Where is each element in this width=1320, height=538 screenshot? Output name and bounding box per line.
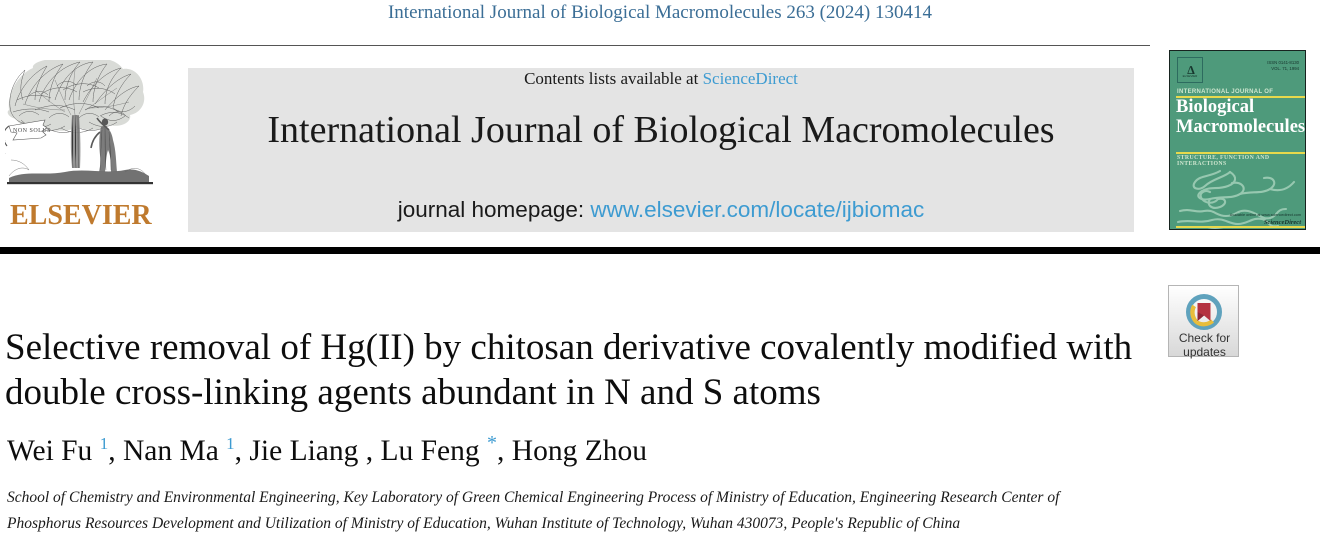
svg-text:NON SOLUS: NON SOLUS bbox=[13, 128, 51, 134]
